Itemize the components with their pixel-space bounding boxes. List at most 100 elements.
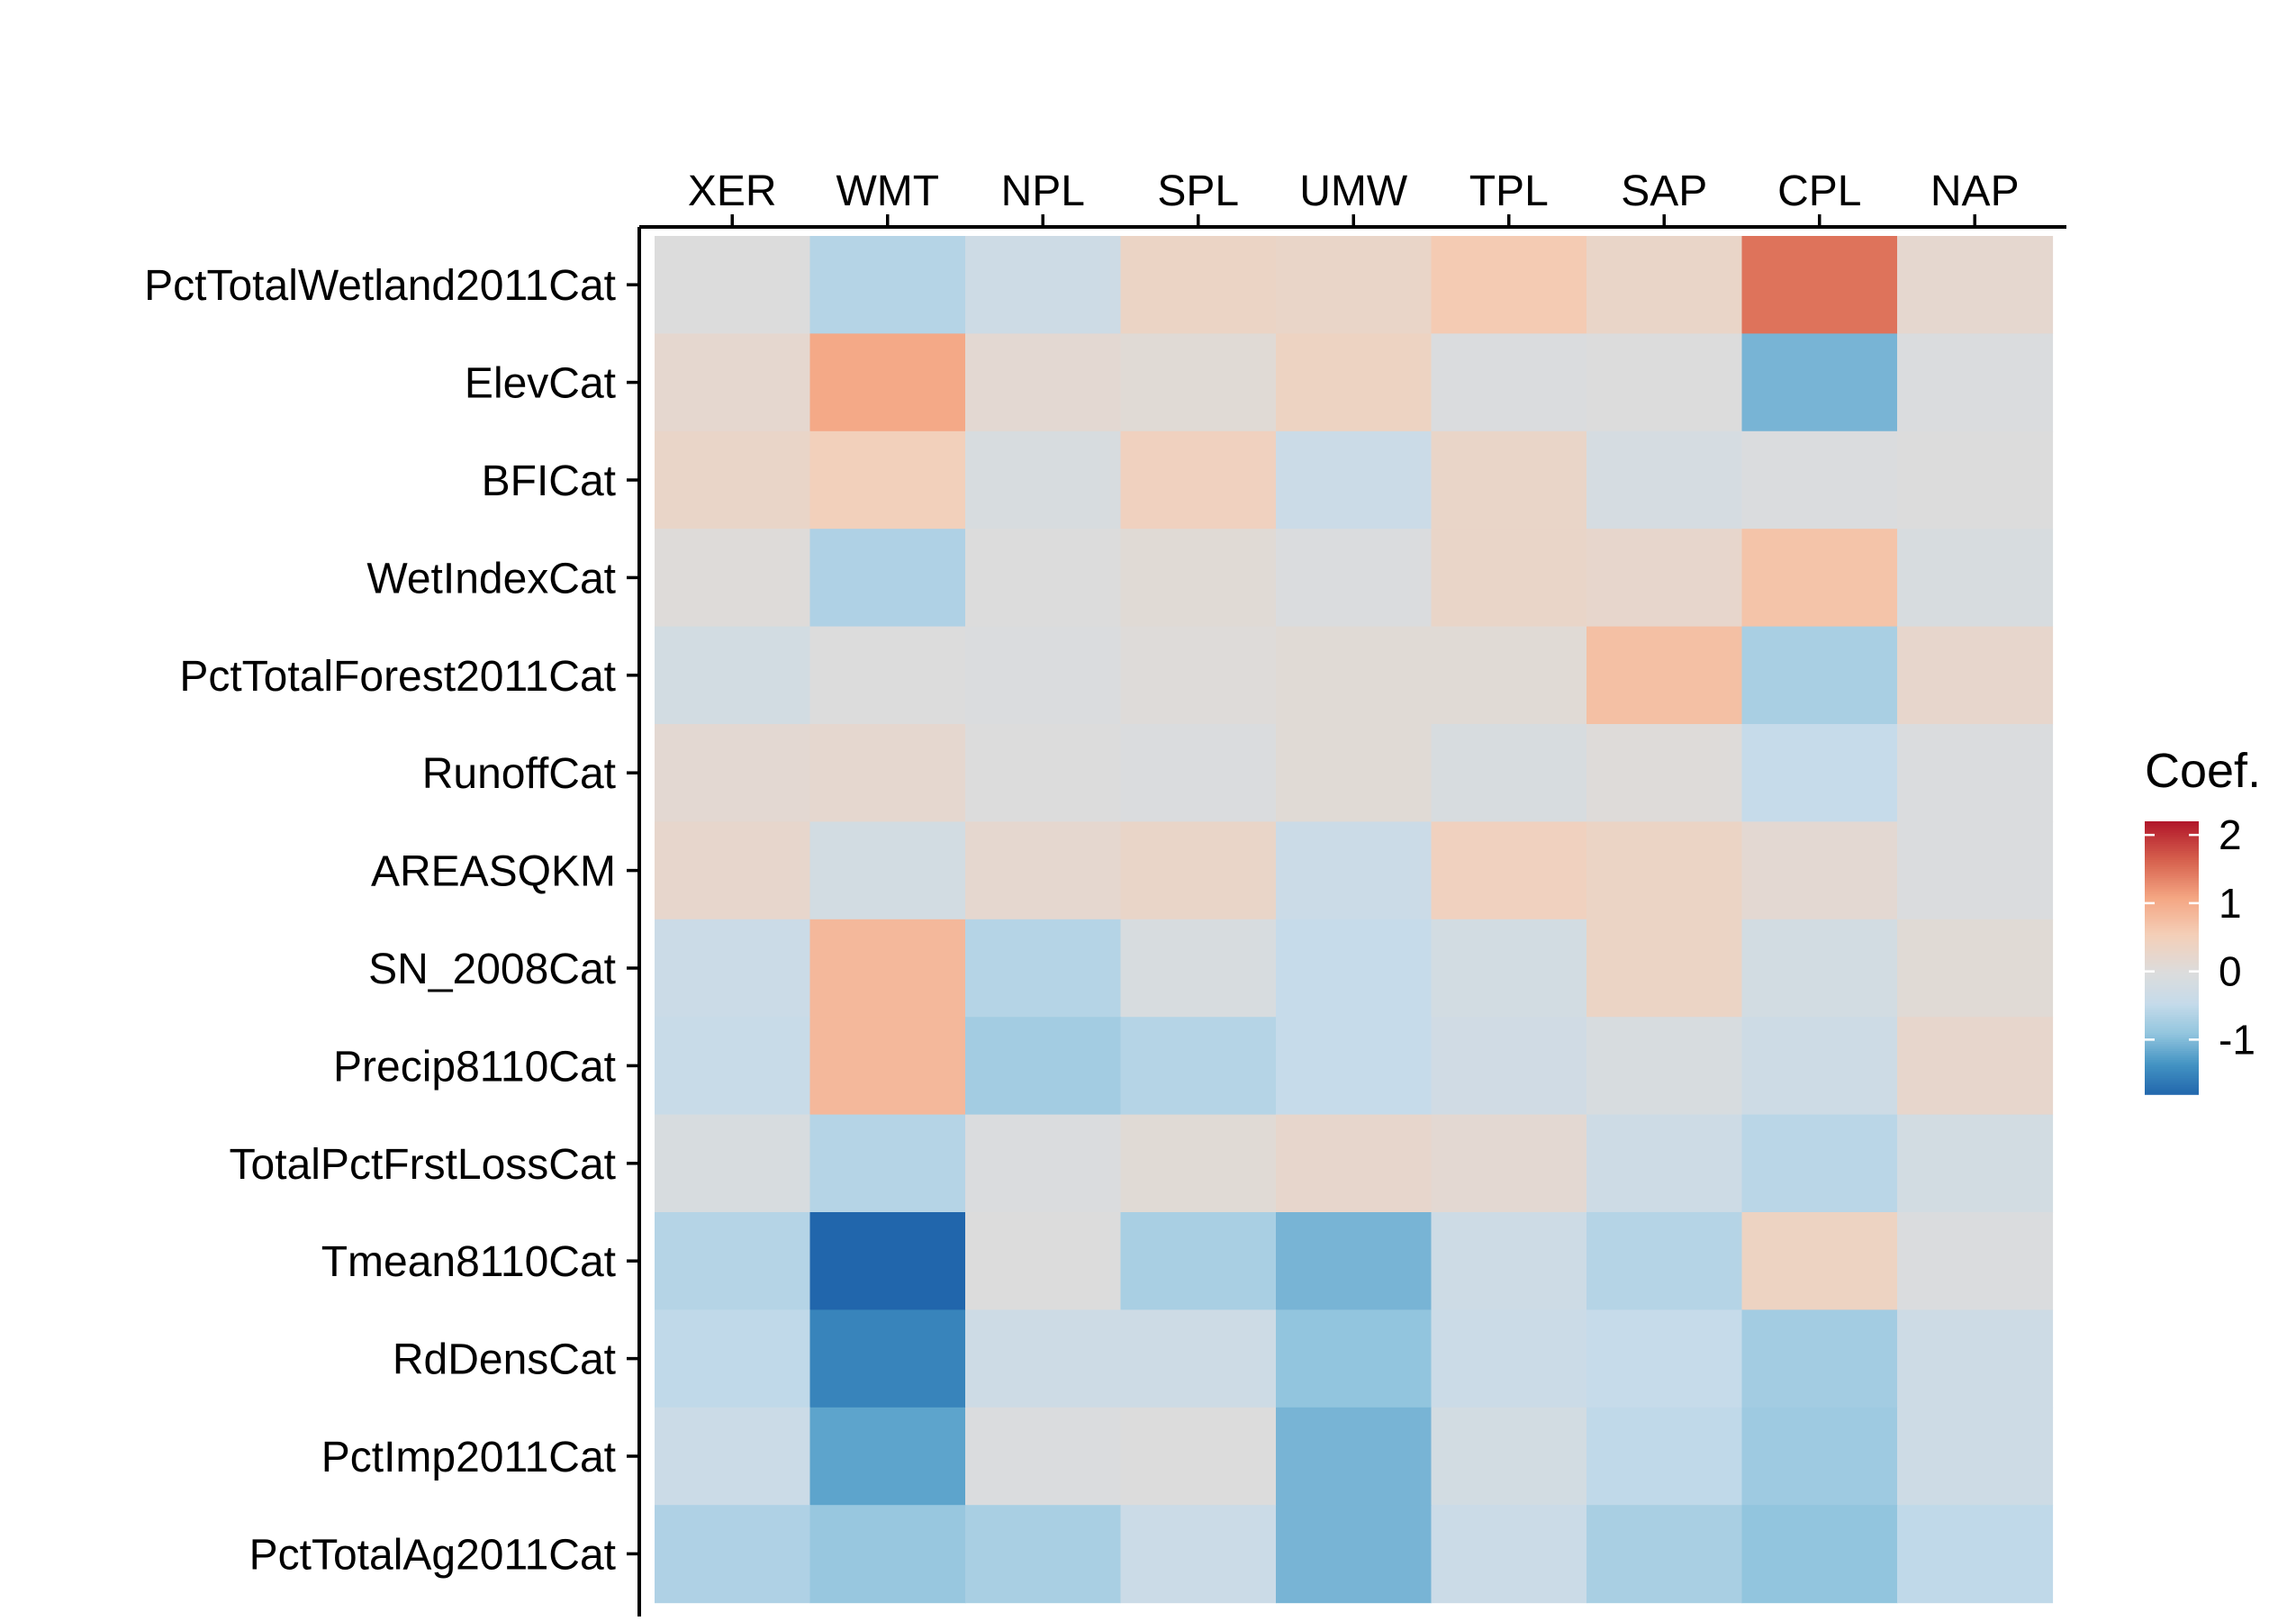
y-tick-label-4: WetIndexCat	[366, 555, 616, 602]
legend-swatch	[2145, 1028, 2199, 1032]
heatmap-cell-5-9	[1897, 626, 2054, 725]
legend-swatch	[2145, 880, 2199, 883]
legend-swatch	[2145, 1019, 2199, 1022]
legend-swatch	[2145, 864, 2199, 868]
legend-swatch	[2145, 926, 2199, 929]
heatmap-cell-4-4	[1120, 529, 1277, 628]
legend-swatch	[2145, 1023, 2199, 1028]
legend-swatch	[2145, 964, 2199, 968]
legend-swatch	[2145, 928, 2199, 931]
heatmap-cell-8-3	[965, 919, 1122, 1018]
heatmap-cell-7-8	[1741, 821, 1898, 920]
legend-swatch	[2145, 823, 2199, 827]
legend-swatch	[2145, 1080, 2199, 1084]
legend-swatch	[2145, 883, 2199, 886]
legend-swatch	[2145, 871, 2199, 874]
legend-swatch	[2145, 939, 2199, 943]
legend-swatch	[2145, 1010, 2199, 1013]
heatmap-cell-10-3	[965, 1114, 1122, 1213]
legend-swatch	[2145, 989, 2199, 993]
heatmap-cell-4-6	[1431, 529, 1587, 628]
y-tick-label-14: PctTotalAg2011Cat	[249, 1531, 616, 1579]
heatmap-cell-5-2	[809, 626, 966, 725]
heatmap-cell-7-1	[655, 821, 811, 920]
legend-swatch	[2145, 923, 2199, 927]
heatmap-cell-10-6	[1431, 1114, 1587, 1213]
heatmap-cell-5-1	[655, 626, 811, 725]
heatmap-cell-6-3	[965, 724, 1122, 822]
heatmap-cell-7-2	[809, 821, 966, 920]
heatmap-cell-3-3	[965, 430, 1122, 530]
heatmap-cell-1-4	[1120, 236, 1277, 334]
legend-swatch	[2145, 966, 2199, 970]
heatmap-cell-2-7	[1586, 333, 1743, 432]
heatmap-cell-1-5	[1276, 236, 1433, 334]
heatmap-cell-12-3	[965, 1309, 1122, 1408]
heatmap-cell-13-2	[809, 1407, 966, 1506]
legend-swatch	[2145, 889, 2199, 893]
legend-swatch	[2145, 1073, 2199, 1077]
heatmap-cell-6-1	[655, 724, 811, 822]
legend-swatch	[2145, 992, 2199, 995]
legend-swatch	[2145, 869, 2199, 873]
heatmap-cell-7-5	[1276, 821, 1433, 920]
legend-swatch	[2145, 980, 2199, 984]
heatmap-cell-13-8	[1741, 1407, 1898, 1506]
heatmap-cell-4-8	[1741, 529, 1898, 628]
y-tick-label-1: PctTotalWetland2011Cat	[144, 262, 616, 310]
y-tick-label-9: Precip8110Cat	[333, 1043, 616, 1091]
legend-swatch	[2145, 993, 2199, 998]
legend-swatch	[2145, 893, 2199, 898]
heatmap-cell-2-4	[1120, 333, 1277, 432]
legend-swatch	[2145, 1003, 2199, 1007]
heatmap-cell-13-1	[655, 1407, 811, 1506]
heatmap-cell-6-7	[1586, 724, 1743, 822]
legend-swatch	[2145, 960, 2199, 964]
legend-swatch	[2145, 978, 2199, 982]
legend-swatch	[2145, 837, 2199, 840]
legend-swatch	[2145, 874, 2199, 877]
heatmap-cell-10-8	[1741, 1114, 1898, 1213]
heatmap-cell-10-5	[1276, 1114, 1433, 1213]
heatmap-cell-3-5	[1276, 430, 1433, 530]
legend-swatch	[2145, 1089, 2199, 1093]
legend-swatch	[2145, 1005, 2199, 1009]
legend-swatch	[2145, 983, 2199, 986]
heatmap-cell-2-1	[655, 333, 811, 432]
heatmap-cell-3-1	[655, 430, 811, 530]
heatmap-cell-14-2	[809, 1505, 966, 1604]
legend-swatch	[2145, 1044, 2199, 1047]
heatmap-cell-3-2	[809, 430, 966, 530]
legend-swatch	[2145, 974, 2199, 977]
heatmap-cell-3-4	[1120, 430, 1277, 530]
heatmap-cell-8-9	[1897, 919, 2054, 1018]
x-tick-label-npl: NPL	[1001, 168, 1085, 215]
heatmap-cell-1-2	[809, 236, 966, 334]
legend-swatch	[2145, 987, 2199, 991]
legend-swatch	[2145, 862, 2199, 865]
heatmap-cell-5-3	[965, 626, 1122, 725]
legend-swatch	[2145, 1012, 2199, 1016]
legend-swatch	[2145, 932, 2199, 937]
heatmap-cell-4-9	[1897, 529, 2054, 628]
legend-swatch	[2145, 914, 2199, 918]
x-tick-label-umw: UMW	[1299, 168, 1408, 215]
legend-swatch	[2145, 857, 2199, 861]
legend-label: 2	[2219, 811, 2242, 858]
heatmap-cell-8-4	[1120, 919, 1277, 1018]
heatmap-cell-11-8	[1741, 1212, 1898, 1310]
heatmap-cell-7-9	[1897, 821, 2054, 920]
y-tick-label-3: BFICat	[482, 457, 616, 505]
heatmap-cell-13-9	[1897, 1407, 2054, 1506]
heatmap-cell-4-7	[1586, 529, 1743, 628]
heatmap-cell-8-6	[1431, 919, 1587, 1018]
y-tick-label-12: RdDensCat	[393, 1336, 616, 1384]
heatmap-cell-12-8	[1741, 1309, 1898, 1408]
legend-swatch	[2145, 998, 2199, 1002]
x-tick-label-sap: SAP	[1621, 168, 1707, 215]
y-tick-label-10: TotalPctFrstLossCat	[230, 1141, 616, 1189]
heatmap-cell-9-5	[1276, 1017, 1433, 1116]
heatmap-cell-6-4	[1120, 724, 1277, 822]
heatmap-cell-1-8	[1741, 236, 1898, 334]
legend-swatch	[2145, 907, 2199, 911]
